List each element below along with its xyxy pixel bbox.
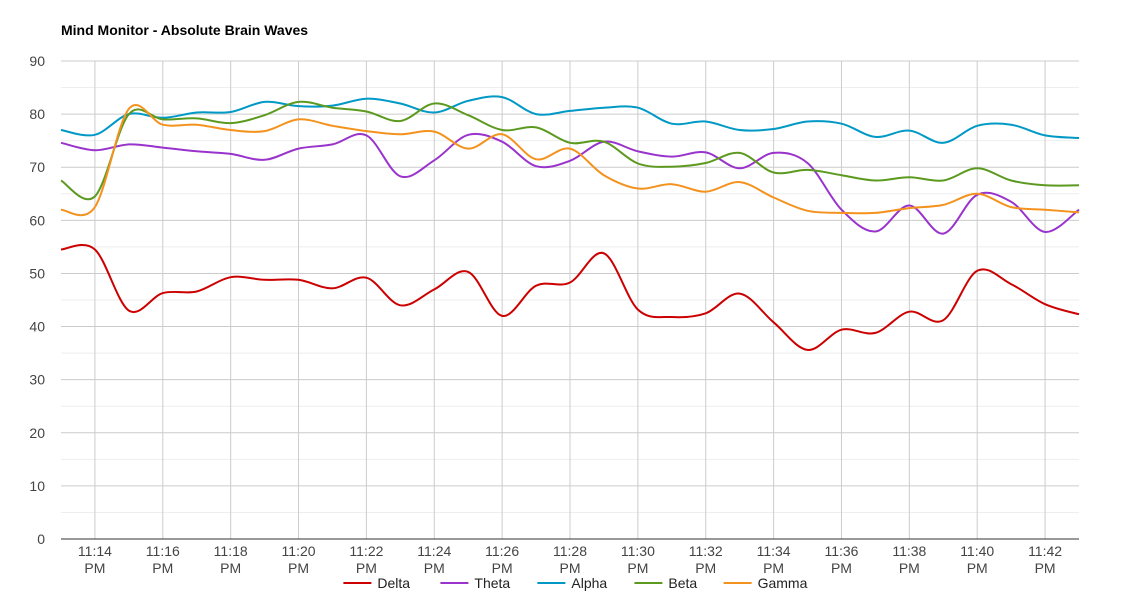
x-tick-label-line: 11:30 [621, 543, 655, 559]
x-tick-label-line: 11:40 [960, 543, 994, 559]
x-tick-label: 11:38 PM [892, 543, 926, 576]
x-tick-label: 11:22 PM [349, 543, 383, 576]
x-tick-label-line: 11:28 [553, 543, 587, 559]
x-tick-label-line: 11:42 [1028, 543, 1062, 559]
x-tick-label-line: PM [288, 560, 309, 576]
x-tick-label-line: PM [220, 560, 241, 576]
x-tick-label-line: PM [695, 560, 716, 576]
series-line-theta[interactable] [60, 132, 1080, 235]
x-tick-label-line: 11:20 [282, 543, 316, 559]
legend[interactable]: Delta Theta Alpha Beta Gamma [343, 575, 808, 591]
x-tick-label-line: 11:26 [485, 543, 519, 559]
y-tick-label: 20 [29, 425, 45, 441]
series-line-delta[interactable] [60, 244, 1080, 351]
y-tick-label: 90 [29, 53, 45, 69]
series-line-alpha[interactable] [60, 95, 1080, 144]
x-tick-label-line: PM [84, 560, 105, 576]
x-tick-label-line: 11:36 [824, 543, 858, 559]
x-tick-label-line: PM [152, 560, 173, 576]
x-tick-label-line: 11:22 [349, 543, 383, 559]
x-tick-label-line: 11:34 [757, 543, 791, 559]
legend-item-gamma[interactable]: Gamma [723, 575, 808, 591]
x-tick-label-line: PM [492, 560, 513, 576]
x-tick-label-line: 11:18 [214, 543, 248, 559]
y-tick-label: 50 [29, 265, 45, 281]
legend-item-beta[interactable]: Beta [634, 575, 697, 591]
x-tick-label-line: PM [967, 560, 988, 576]
y-tick-label: 40 [29, 319, 45, 335]
x-tick-label-line: PM [627, 560, 648, 576]
legend-label: Delta [377, 575, 410, 591]
grid-lines [61, 60, 1079, 539]
x-tick-label: 11:42 PM [1028, 543, 1062, 576]
x-tick-label-line: 11:14 [78, 543, 112, 559]
chart-title: Mind Monitor - Absolute Brain Waves [61, 22, 308, 38]
x-tick-label: 11:30 PM [621, 543, 655, 576]
legend-label: Theta [474, 575, 510, 591]
y-tick-label: 0 [37, 531, 45, 547]
y-tick-label: 70 [29, 159, 45, 175]
x-tick-label-line: PM [1035, 560, 1056, 576]
x-tick-label: 11:28 PM [553, 543, 587, 576]
legend-item-delta[interactable]: Delta [343, 575, 410, 591]
x-tick-label: 11:34 PM [757, 543, 791, 576]
series-line-gamma[interactable] [60, 104, 1080, 217]
x-tick-label: 11:16 PM [146, 543, 180, 576]
x-tick-label-line: 11:16 [146, 543, 180, 559]
x-tick-label-line: 11:32 [689, 543, 723, 559]
x-tick-label-line: 11:24 [417, 543, 451, 559]
x-tick-label: 11:40 PM [960, 543, 994, 576]
x-tick-label: 11:36 PM [824, 543, 858, 576]
x-tick-label-line: PM [424, 560, 445, 576]
x-tick-label-line: PM [899, 560, 920, 576]
x-tick-label: 11:26 PM [485, 543, 519, 576]
x-tick-label-line: PM [763, 560, 784, 576]
legend-item-alpha[interactable]: Alpha [537, 575, 607, 591]
y-tick-label: 30 [29, 372, 45, 388]
legend-label: Beta [668, 575, 697, 591]
series-line-beta[interactable] [60, 100, 1080, 201]
x-tick-label: 11:18 PM [214, 543, 248, 576]
x-tick-label: 11:32 PM [689, 543, 723, 576]
x-tick-label-line: PM [356, 560, 377, 576]
legend-label: Gamma [758, 575, 808, 591]
legend-item-theta[interactable]: Theta [440, 575, 510, 591]
x-tick-label-line: 11:38 [892, 543, 926, 559]
legend-label: Alpha [571, 575, 607, 591]
x-tick-label: 11:14 PM [78, 543, 112, 576]
x-tick-label: 11:20 PM [282, 543, 316, 576]
x-tick-label-line: PM [560, 560, 581, 576]
x-tick-label-line: PM [831, 560, 852, 576]
y-tick-label: 60 [29, 212, 45, 228]
x-tick-label: 11:24 PM [417, 543, 451, 576]
series-lines [60, 95, 1080, 351]
y-tick-label: 80 [29, 106, 45, 122]
y-tick-label: 10 [29, 478, 45, 494]
